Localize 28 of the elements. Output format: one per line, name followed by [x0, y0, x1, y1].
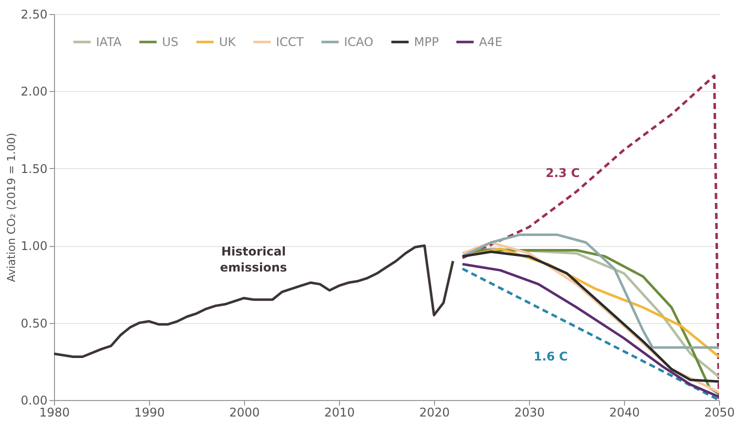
x-tick-label: 2040 [609, 406, 640, 420]
legend-label: UK [219, 35, 237, 49]
annotation: 2.3 C [546, 166, 580, 180]
legend-label: ICAO [344, 35, 374, 49]
x-tick-label: 1980 [39, 406, 70, 420]
annotation: 1.6 C [534, 349, 568, 364]
y-tick-label: 1.50 [20, 162, 48, 176]
y-tick-label: 1.00 [20, 239, 48, 254]
line-series [54, 244, 454, 358]
x-tick-label: 2000 [229, 406, 260, 420]
y-tick-label: 0.00 [20, 394, 48, 408]
legend-label: IATA [96, 35, 122, 49]
x-tick-label: 2020 [419, 406, 450, 420]
legend-label: US [162, 35, 178, 49]
legend-label: MPP [414, 35, 439, 49]
line-series [461, 234, 719, 349]
line-series [461, 74, 719, 400]
annotation: Historical emissions [220, 244, 288, 275]
y-tick-label: 2.00 [20, 84, 48, 99]
x-tick-label: 2030 [514, 406, 545, 420]
y-axis-title: Aviation CO₂ (2019 = 1.00) [4, 132, 18, 282]
x-tick-label: 2010 [324, 406, 355, 420]
legend-label: ICCT [276, 35, 304, 49]
y-tick-label: 2.50 [20, 8, 48, 22]
x-tick-label: 2050 [704, 406, 735, 420]
legend-label: A4E [479, 35, 502, 49]
y-tick-label: 0.50 [20, 316, 48, 330]
x-tick-label: 1990 [134, 406, 165, 420]
